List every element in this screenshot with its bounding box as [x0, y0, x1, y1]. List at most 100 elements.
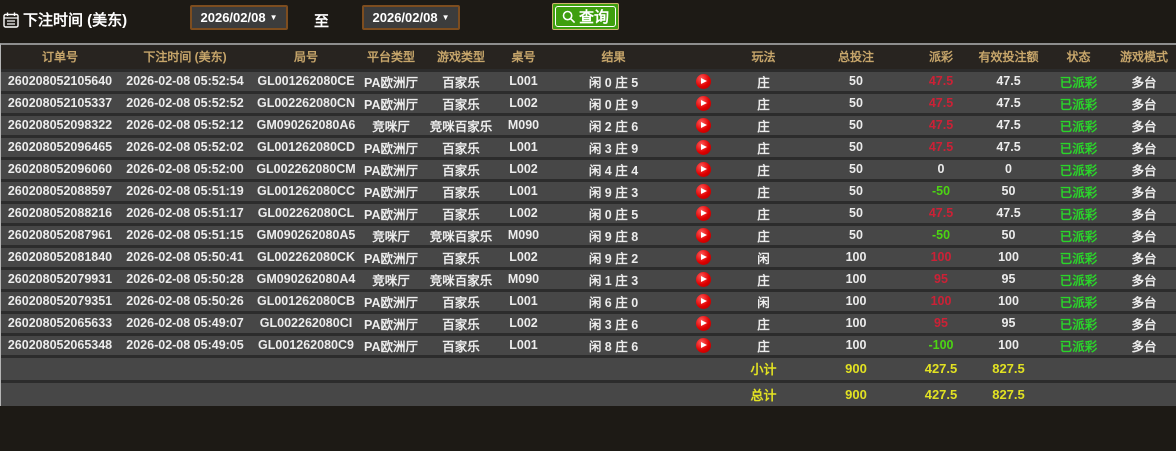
grandtotal-row: 总计 900 427.5 827.5 — [1, 379, 1176, 406]
cell-round_no: GL002262080CM — [251, 156, 361, 180]
date-to-picker[interactable]: 2026/02/08 ▼ — [362, 5, 460, 30]
cell-status: 已派彩 — [1046, 68, 1111, 92]
cell-bet_time: 2026-02-08 05:50:41 — [119, 244, 251, 268]
cell-game_type: 百家乐 — [421, 288, 501, 312]
bet-time-label: 下注时间 (美东) — [3, 9, 127, 30]
cell-order_no: 260208052087961 — [1, 222, 119, 246]
cell-payout: 47.5 — [911, 112, 971, 136]
cell-total_bet: 50 — [801, 178, 911, 202]
cell-valid_bet: 0 — [971, 156, 1046, 180]
cell-table_no: L002 — [501, 310, 546, 334]
cell-replay — [681, 134, 726, 158]
cell-total_bet: 50 — [801, 156, 911, 180]
replay-video-icon[interactable] — [696, 293, 711, 309]
cell-total_bet: 50 — [801, 68, 911, 92]
table-row: 260208052081840 2026-02-08 05:50:41 GL0022… — [1, 244, 1176, 268]
cell-result: 闲 9 庄 3 — [546, 178, 681, 202]
cell-valid_bet: 95 — [971, 310, 1046, 334]
cell-result: 闲 8 庄 6 — [546, 332, 681, 356]
replay-video-icon[interactable] — [696, 117, 711, 133]
cell-valid_bet: 47.5 — [971, 90, 1046, 114]
date-from-value: 2026/02/08 — [200, 10, 266, 25]
cell-result: 闲 0 庄 5 — [546, 68, 681, 92]
cell-replay — [681, 156, 726, 180]
table-row: 260208052088597 2026-02-08 05:51:19 GL0012… — [1, 178, 1176, 202]
replay-video-icon[interactable] — [696, 95, 711, 111]
summary-total-bet: 900 — [801, 379, 911, 406]
cell-valid_bet: 47.5 — [971, 112, 1046, 136]
cell-valid_bet: 50 — [971, 222, 1046, 246]
summary-empty-cell — [251, 379, 361, 406]
cell-game_type: 百家乐 — [421, 310, 501, 334]
replay-video-icon[interactable] — [696, 315, 711, 331]
cell-table_no: L001 — [501, 68, 546, 92]
replay-video-icon[interactable] — [696, 227, 711, 243]
cell-game_type: 百家乐 — [421, 68, 501, 92]
cell-platform: PA欧洲厅 — [361, 68, 421, 92]
replay-video-icon[interactable] — [696, 205, 711, 221]
cell-round_no: GL002262080CI — [251, 310, 361, 334]
cell-platform: PA欧洲厅 — [361, 200, 421, 224]
chevron-down-icon: ▼ — [441, 12, 450, 22]
replay-video-icon[interactable] — [696, 139, 711, 155]
table-row: 260208052105640 2026-02-08 05:52:54 GL0012… — [1, 68, 1176, 92]
cell-platform: PA欧洲厅 — [361, 310, 421, 334]
replay-video-icon[interactable] — [696, 161, 711, 177]
cell-order_no: 260208052081840 — [1, 244, 119, 268]
cell-game_mode: 多台 — [1111, 112, 1176, 136]
date-from-picker[interactable]: 2026/02/08 ▼ — [190, 5, 288, 30]
cell-result: 闲 9 庄 2 — [546, 244, 681, 268]
cell-payout: 95 — [911, 310, 971, 334]
cell-table_no: L002 — [501, 90, 546, 114]
cell-status: 已派彩 — [1046, 200, 1111, 224]
summary-empty-cell — [421, 379, 501, 406]
cell-game_type: 百家乐 — [421, 156, 501, 180]
cell-payout: 47.5 — [911, 90, 971, 114]
cell-valid_bet: 47.5 — [971, 200, 1046, 224]
cell-total_bet: 50 — [801, 90, 911, 114]
replay-video-icon[interactable] — [696, 337, 711, 353]
summary-empty-cell — [501, 379, 546, 406]
cell-play_type: 庄 — [726, 178, 801, 202]
cell-play_type: 庄 — [726, 134, 801, 158]
cell-replay — [681, 112, 726, 136]
cell-total_bet: 50 — [801, 112, 911, 136]
cell-game_mode: 多台 — [1111, 178, 1176, 202]
cell-order_no: 260208052088597 — [1, 178, 119, 202]
cell-payout: 0 — [911, 156, 971, 180]
table-row: 260208052105337 2026-02-08 05:52:52 GL0022… — [1, 90, 1176, 114]
cell-status: 已派彩 — [1046, 222, 1111, 246]
summary-label: 小计 — [726, 354, 801, 381]
cell-game_mode: 多台 — [1111, 332, 1176, 356]
cell-status: 已派彩 — [1046, 266, 1111, 290]
replay-video-icon[interactable] — [696, 271, 711, 287]
query-button[interactable]: 查询 — [552, 3, 620, 30]
table-row: 260208052065348 2026-02-08 05:49:05 GL0012… — [1, 332, 1176, 356]
col-result: 结果 — [546, 45, 681, 70]
cell-replay — [681, 332, 726, 356]
cell-bet_time: 2026-02-08 05:51:19 — [119, 178, 251, 202]
replay-video-icon[interactable] — [696, 73, 711, 89]
summary-empty-cell — [361, 379, 421, 406]
col-status: 状态 — [1046, 45, 1111, 70]
cell-payout: 47.5 — [911, 68, 971, 92]
summary-empty-cell — [251, 354, 361, 381]
summary-empty-cell — [1046, 354, 1111, 381]
summary-empty-cell — [119, 379, 251, 406]
cell-game_mode: 多台 — [1111, 200, 1176, 224]
summary-empty-cell — [1111, 354, 1176, 381]
cell-play_type: 庄 — [726, 68, 801, 92]
cell-bet_time: 2026-02-08 05:52:54 — [119, 68, 251, 92]
table-row: 260208052087961 2026-02-08 05:51:15 GM0902… — [1, 222, 1176, 246]
cell-round_no: GM090262080A6 — [251, 112, 361, 136]
replay-video-icon[interactable] — [696, 183, 711, 199]
summary-payout: 427.5 — [911, 379, 971, 406]
cell-play_type: 庄 — [726, 310, 801, 334]
cell-play_type: 庄 — [726, 332, 801, 356]
cell-round_no: GL002262080CL — [251, 200, 361, 224]
cell-total_bet: 50 — [801, 222, 911, 246]
col-game_type: 游戏类型 — [421, 45, 501, 70]
cell-bet_time: 2026-02-08 05:49:07 — [119, 310, 251, 334]
replay-video-icon[interactable] — [696, 249, 711, 265]
bet-records-table: 订单号 下注时间 (美东) 局号 平台类型 游戏类型 桌号 结果 玩法 总投注 派彩 有效投注额 状态… — [0, 43, 1176, 406]
